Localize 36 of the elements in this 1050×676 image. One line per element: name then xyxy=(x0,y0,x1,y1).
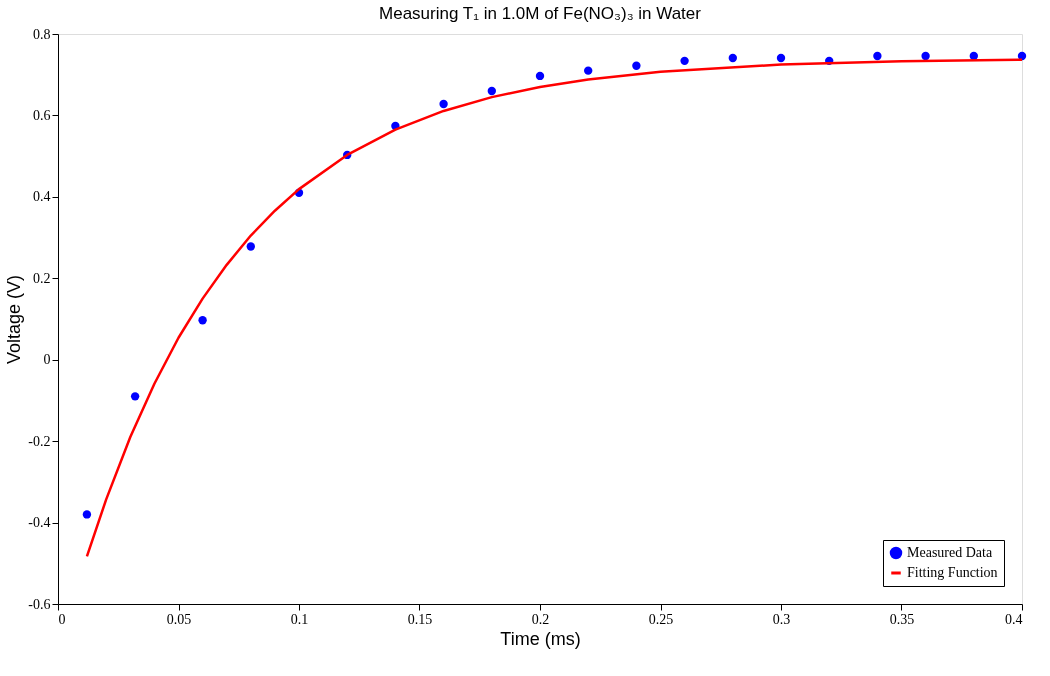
point xyxy=(728,53,737,63)
point xyxy=(130,392,140,401)
point xyxy=(584,66,593,75)
x-axis-title: Time (ms) xyxy=(500,628,581,649)
y-tick-label: 0 xyxy=(43,352,51,368)
x-tick-label: 0.05 xyxy=(166,611,192,627)
point xyxy=(873,51,882,61)
x-tick-label: 0.2 xyxy=(531,611,550,627)
point xyxy=(82,510,92,519)
point xyxy=(776,53,786,63)
point xyxy=(487,86,496,96)
x-tick-label: 0.15 xyxy=(407,611,433,627)
y-tick-label: 0.2 xyxy=(33,270,51,286)
y-tick-label: -0.4 xyxy=(28,515,51,531)
chart-title: Measuring T₁ in 1.0M of Fe(NO₃)₃ in Water xyxy=(379,4,702,23)
point xyxy=(535,71,545,81)
x-tick-label: 0.35 xyxy=(889,611,915,627)
point xyxy=(198,316,207,325)
point xyxy=(439,99,448,109)
y-tick-label: 0.4 xyxy=(33,189,51,205)
x-tick-label: 0.3 xyxy=(772,611,791,627)
y-tick-label: -0.2 xyxy=(28,433,51,449)
point xyxy=(632,61,641,70)
x-tick-label: 0.1 xyxy=(290,611,309,627)
x-tick-label: 0 xyxy=(58,611,66,627)
legend-label: Measured Data xyxy=(907,545,993,560)
point xyxy=(680,56,689,66)
y-tick-label: 0.6 xyxy=(33,107,51,123)
legend-label: Fitting Function xyxy=(907,565,998,580)
y-tick-label: 0.8 xyxy=(33,26,51,42)
point xyxy=(921,51,930,61)
y-tick-label: -0.6 xyxy=(28,596,51,612)
x-tick-label: 0.4 xyxy=(1005,611,1023,627)
point xyxy=(246,242,255,251)
x-tick-label: 0.25 xyxy=(648,611,674,627)
y-axis-title: Voltage (V) xyxy=(4,274,25,365)
